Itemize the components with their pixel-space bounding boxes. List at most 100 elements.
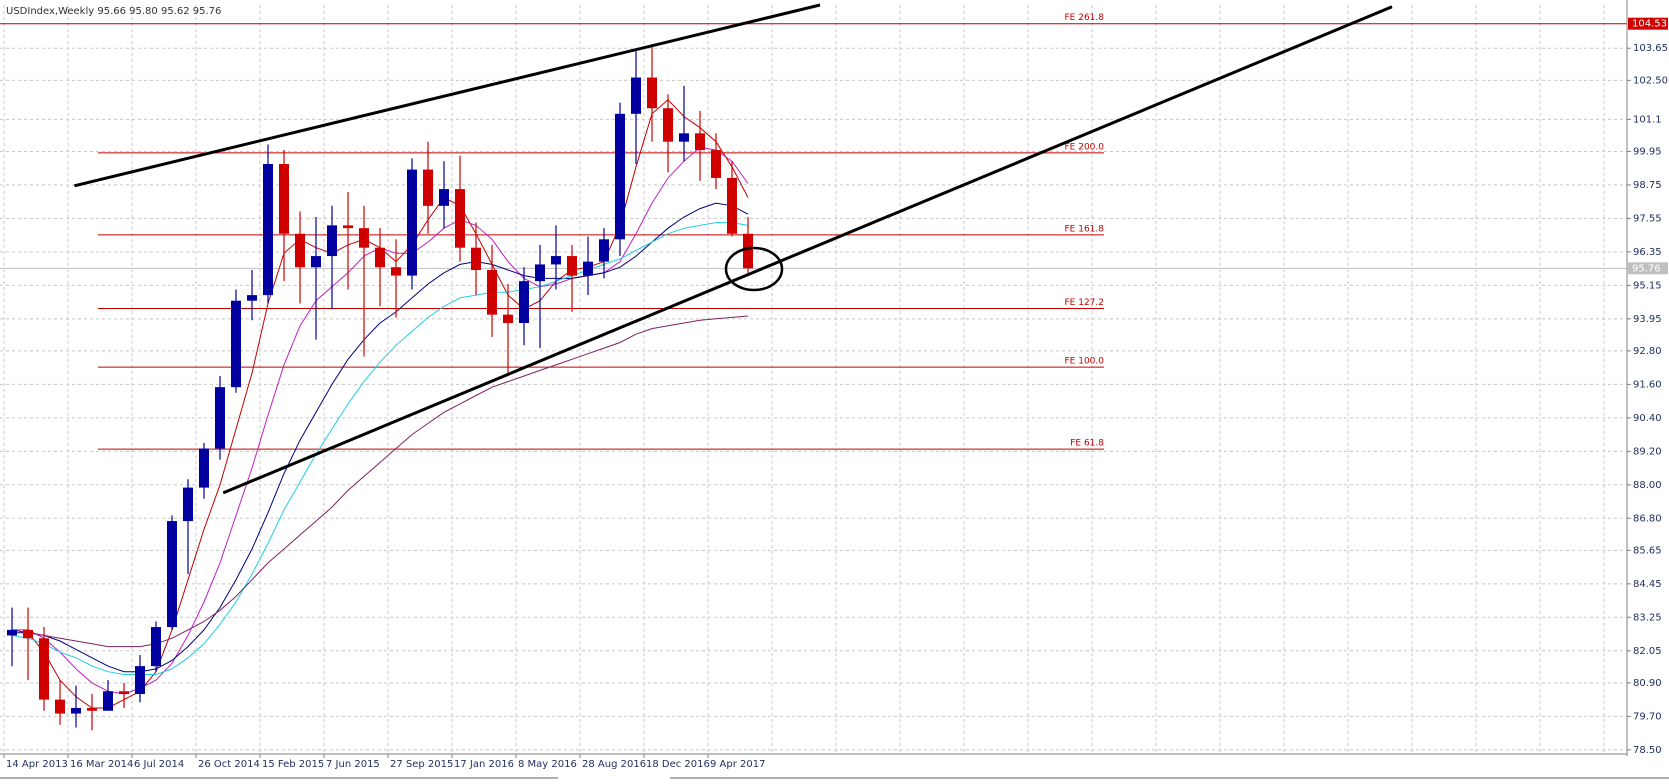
candle-body (743, 233, 753, 269)
candle-body (679, 133, 689, 142)
y-tick-label: 96.35 (1633, 247, 1662, 258)
y-tick-label: 79.70 (1633, 711, 1662, 722)
y-tick-label: 82.05 (1633, 646, 1662, 657)
level-label: FE 61.8 (1070, 439, 1104, 449)
candle-body (439, 189, 449, 206)
y-tick-label: 95.15 (1633, 280, 1662, 291)
highlight-price-box (1628, 17, 1668, 30)
y-tick-label: 103.65 (1633, 43, 1668, 54)
y-tick-label: 88.00 (1633, 480, 1662, 491)
candle-body (343, 225, 353, 229)
x-tick-label: 26 Oct 2014 (198, 759, 260, 770)
grid (0, 5, 1627, 754)
candle-body (327, 225, 337, 257)
candle-body (7, 629, 17, 636)
y-tick-label: 89.20 (1633, 446, 1662, 457)
x-tick-label: 9 Apr 2017 (710, 759, 765, 770)
candle-body (375, 247, 385, 268)
ma-line (11, 315, 749, 648)
level-label: FE 200.0 (1065, 142, 1105, 152)
y-tick-label: 91.60 (1633, 379, 1662, 390)
candle-body (167, 521, 177, 628)
candle-body (727, 177, 737, 234)
candle-body (583, 261, 593, 276)
candle-body (39, 638, 49, 700)
y-tick-label: 101.1 (1633, 114, 1662, 125)
y-tick-label: 102.50 (1633, 75, 1668, 86)
y-tick-label: 92.80 (1633, 346, 1662, 357)
candle-body (535, 264, 545, 282)
candle-body (615, 113, 625, 240)
y-tick-label: 80.90 (1633, 678, 1662, 689)
candle-body (455, 189, 465, 248)
y-tick-label: 78.50 (1633, 745, 1662, 756)
trendline (74, 3, 821, 188)
x-tick-label: 15 Feb 2015 (262, 759, 324, 770)
candle-body (519, 281, 529, 324)
y-tick-label: 90.40 (1633, 413, 1662, 424)
candle-body (103, 691, 113, 711)
candle-body (231, 300, 241, 388)
candle-body (471, 247, 481, 271)
candle-body (215, 387, 225, 449)
candle-body (247, 295, 257, 301)
candle-body (183, 487, 193, 522)
y-tick-label: 84.45 (1633, 579, 1662, 590)
candle-body (647, 77, 657, 109)
candle-body (279, 164, 289, 234)
candle-body (695, 133, 705, 151)
candle-body (551, 256, 561, 265)
candle-body (503, 314, 513, 324)
highlight-price-label: 104.53 (1632, 19, 1667, 30)
candle-body (599, 239, 609, 262)
candle-body (631, 77, 641, 114)
x-tick-label: 8 May 2016 (518, 759, 577, 770)
level-label: FE 100.0 (1065, 357, 1105, 367)
y-tick-label: 85.65 (1633, 545, 1662, 556)
candle-body (71, 707, 81, 714)
y-tick-label: 93.95 (1633, 314, 1662, 325)
x-tick-label: 6 Jul 2014 (134, 759, 184, 770)
candle-body (55, 699, 65, 714)
y-tick-label: 98.75 (1633, 180, 1662, 191)
candle-body (135, 666, 145, 695)
level-label: FE 261.8 (1065, 13, 1105, 23)
chart-title: USDIndex,Weekly 95.66 95.80 95.62 95.76 (6, 6, 221, 17)
plot: FE 261.8 FE 200.0 FE 161.8 FE 127.2 FE 100.0… (0, 3, 1627, 731)
y-tick-label: 99.95 (1633, 146, 1662, 157)
candle-body (567, 256, 577, 276)
x-tick-label: 7 Jun 2015 (326, 759, 380, 770)
ma-line (11, 222, 749, 675)
x-tick-label: 17 Jan 2016 (454, 759, 514, 770)
candle-body (263, 164, 273, 296)
x-tick-label: 16 Mar 2014 (70, 759, 133, 770)
x-tick-label: 14 Apr 2013 (6, 759, 68, 770)
level-label: FE 127.2 (1065, 298, 1105, 308)
candle-body (711, 150, 721, 178)
y-tick-label: 86.80 (1633, 513, 1662, 524)
candle-body (407, 169, 417, 276)
candle-body (151, 627, 161, 667)
candle-body (87, 707, 97, 711)
highlight-ellipse (724, 246, 784, 292)
current-price-label: 95.76 (1632, 263, 1661, 274)
candle-body (295, 233, 305, 268)
y-tick-label: 97.55 (1633, 213, 1662, 224)
trendline (222, 5, 1393, 495)
candle-body (423, 169, 433, 206)
axes: 103.65 102.50 101.1 99.95 98.75 97.55 96.35 95.… (3, 17, 1668, 770)
candle-body (23, 629, 33, 639)
candle-body (311, 256, 321, 268)
candle-body (391, 267, 401, 276)
candle-body (359, 228, 369, 248)
x-tick-label: 27 Sep 2015 (390, 759, 453, 770)
candle-body (119, 691, 129, 695)
candle-body (487, 270, 497, 315)
x-tick-label: 18 Dec 2016 (646, 759, 710, 770)
ma-line (12, 202, 749, 673)
candle-body (199, 448, 209, 488)
level-label: FE 161.8 (1065, 224, 1105, 234)
